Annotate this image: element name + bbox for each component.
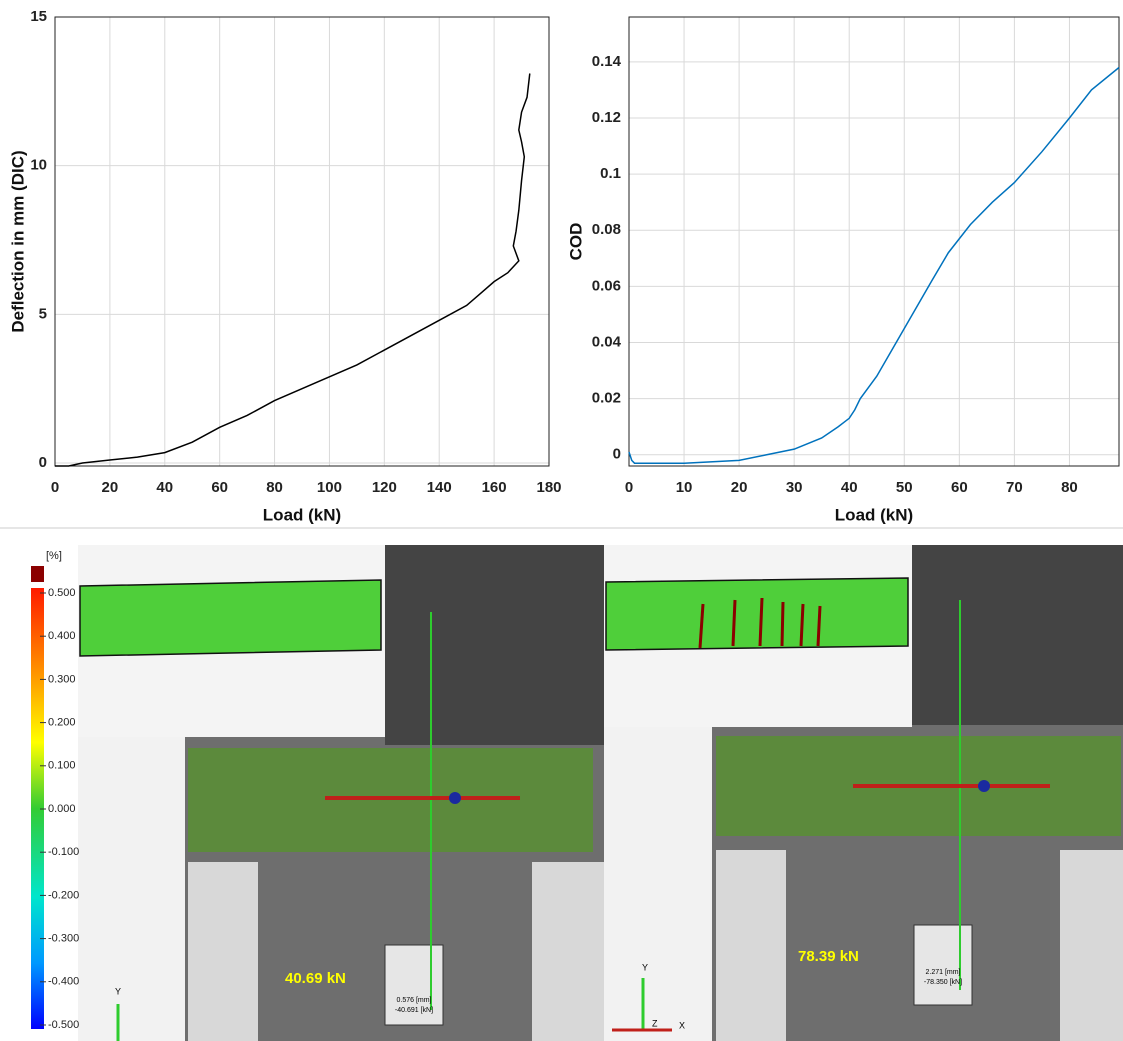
colorbar: [%] 0.500 0.400 0.300 0.200 0.100 0.000 -0.100… [31,550,79,1031]
axis-label: Y [642,962,648,972]
colorbar-tick-label: -0.200 [48,889,79,901]
colorbar-tick-label: 0.300 [48,673,76,685]
colorbar-scale [31,588,44,1029]
y-axis-label: Deflection in mm (DIC) [8,150,27,332]
dic-images: Y Y X Z 40.69 kN 78.39 kN 0.576 [mm] -40… [0,540,1123,1041]
data-line [55,73,531,467]
colorbar-tick-label: -0.300 [48,933,79,945]
x-tick-label: 30 [786,479,803,496]
y-tick-label: 0.02 [592,390,621,407]
axis-label: X [679,1020,685,1030]
x-tick-label: 160 [482,479,507,496]
x-axis-label: Load (kN) [835,505,913,524]
plot-frame [628,16,1120,467]
display-text: -78.350 [kN] [924,979,962,986]
x-tick-label: 70 [1006,479,1023,496]
data-line [628,66,1120,464]
y-tick-label: 0.04 [592,333,622,350]
y-tick-label: 15 [30,8,47,25]
colorbar-tick-label: -0.100 [48,846,79,858]
right-support-2 [1060,850,1123,1041]
right-display [913,924,973,1006]
cracks [698,597,822,649]
left-photo-bg [385,545,604,745]
x-tick-label: 100 [317,479,342,496]
colorbar-tick-label: 0.400 [48,630,76,642]
x-tick-label: 120 [372,479,397,496]
x-tick-label: 60 [211,479,228,496]
y-tick-label: 0.1 [600,165,621,182]
y-tick-label: 0.08 [592,221,621,238]
x-tick-label: 140 [427,479,452,496]
x-tick-label: 50 [896,479,913,496]
plot-frame [54,16,550,467]
x-tick-label: 40 [156,479,173,496]
load-label: 40.69 kN [285,970,346,987]
colorbar-unit: [%] [46,550,62,562]
x-tick-label: 60 [951,479,968,496]
display-text: 2.271 [mm] [925,969,960,976]
x-tick-label: 80 [1061,479,1078,496]
left-support [188,862,258,1041]
y-tick-label: 0 [39,454,47,471]
colorbar-tick-label: -0.400 [48,976,79,988]
right-strain-field [605,577,909,651]
colorbar-over [31,566,44,582]
x-tick-label: 10 [676,479,693,496]
x-tick-label: 180 [536,479,561,496]
colorbar-tick-label: 0.500 [48,587,76,599]
y-axis-label: COD [566,223,585,261]
axis-label: Y [115,986,121,996]
colorbar-tick-label: 0.200 [48,717,76,729]
display-text: -40.691 [kN] [395,1007,433,1014]
left-support-2 [532,862,604,1041]
colorbar-tick-label: 0.000 [48,803,76,815]
x-tick-label: 0 [625,479,633,496]
y-tick-label: 0.12 [592,109,621,126]
axis-label: Z [652,1018,658,1028]
origin [449,792,461,804]
y-tick-label: 10 [30,157,47,174]
y-tick-label: 0 [613,446,621,463]
x-axis-label: Load (kN) [263,505,341,524]
display-text: 0.576 [mm] [396,997,431,1004]
left-display [384,944,444,1026]
x-tick-label: 20 [102,479,119,496]
x-tick-label: 0 [51,479,59,496]
load-label: 78.39 kN [798,948,859,965]
y-tick-label: 5 [39,305,47,322]
y-tick-label: 0.14 [592,53,622,70]
colorbar-tick-label: 0.100 [48,760,76,772]
origin [978,780,990,792]
x-tick-label: 20 [731,479,748,496]
right-support [716,850,786,1041]
y-tick-label: 0.06 [592,277,621,294]
colorbar-tick-label: -0.500 [48,1019,79,1031]
left-strain-field [79,579,382,657]
right-photo-bg [912,545,1123,725]
x-tick-label: 80 [266,479,283,496]
x-tick-label: 40 [841,479,858,496]
